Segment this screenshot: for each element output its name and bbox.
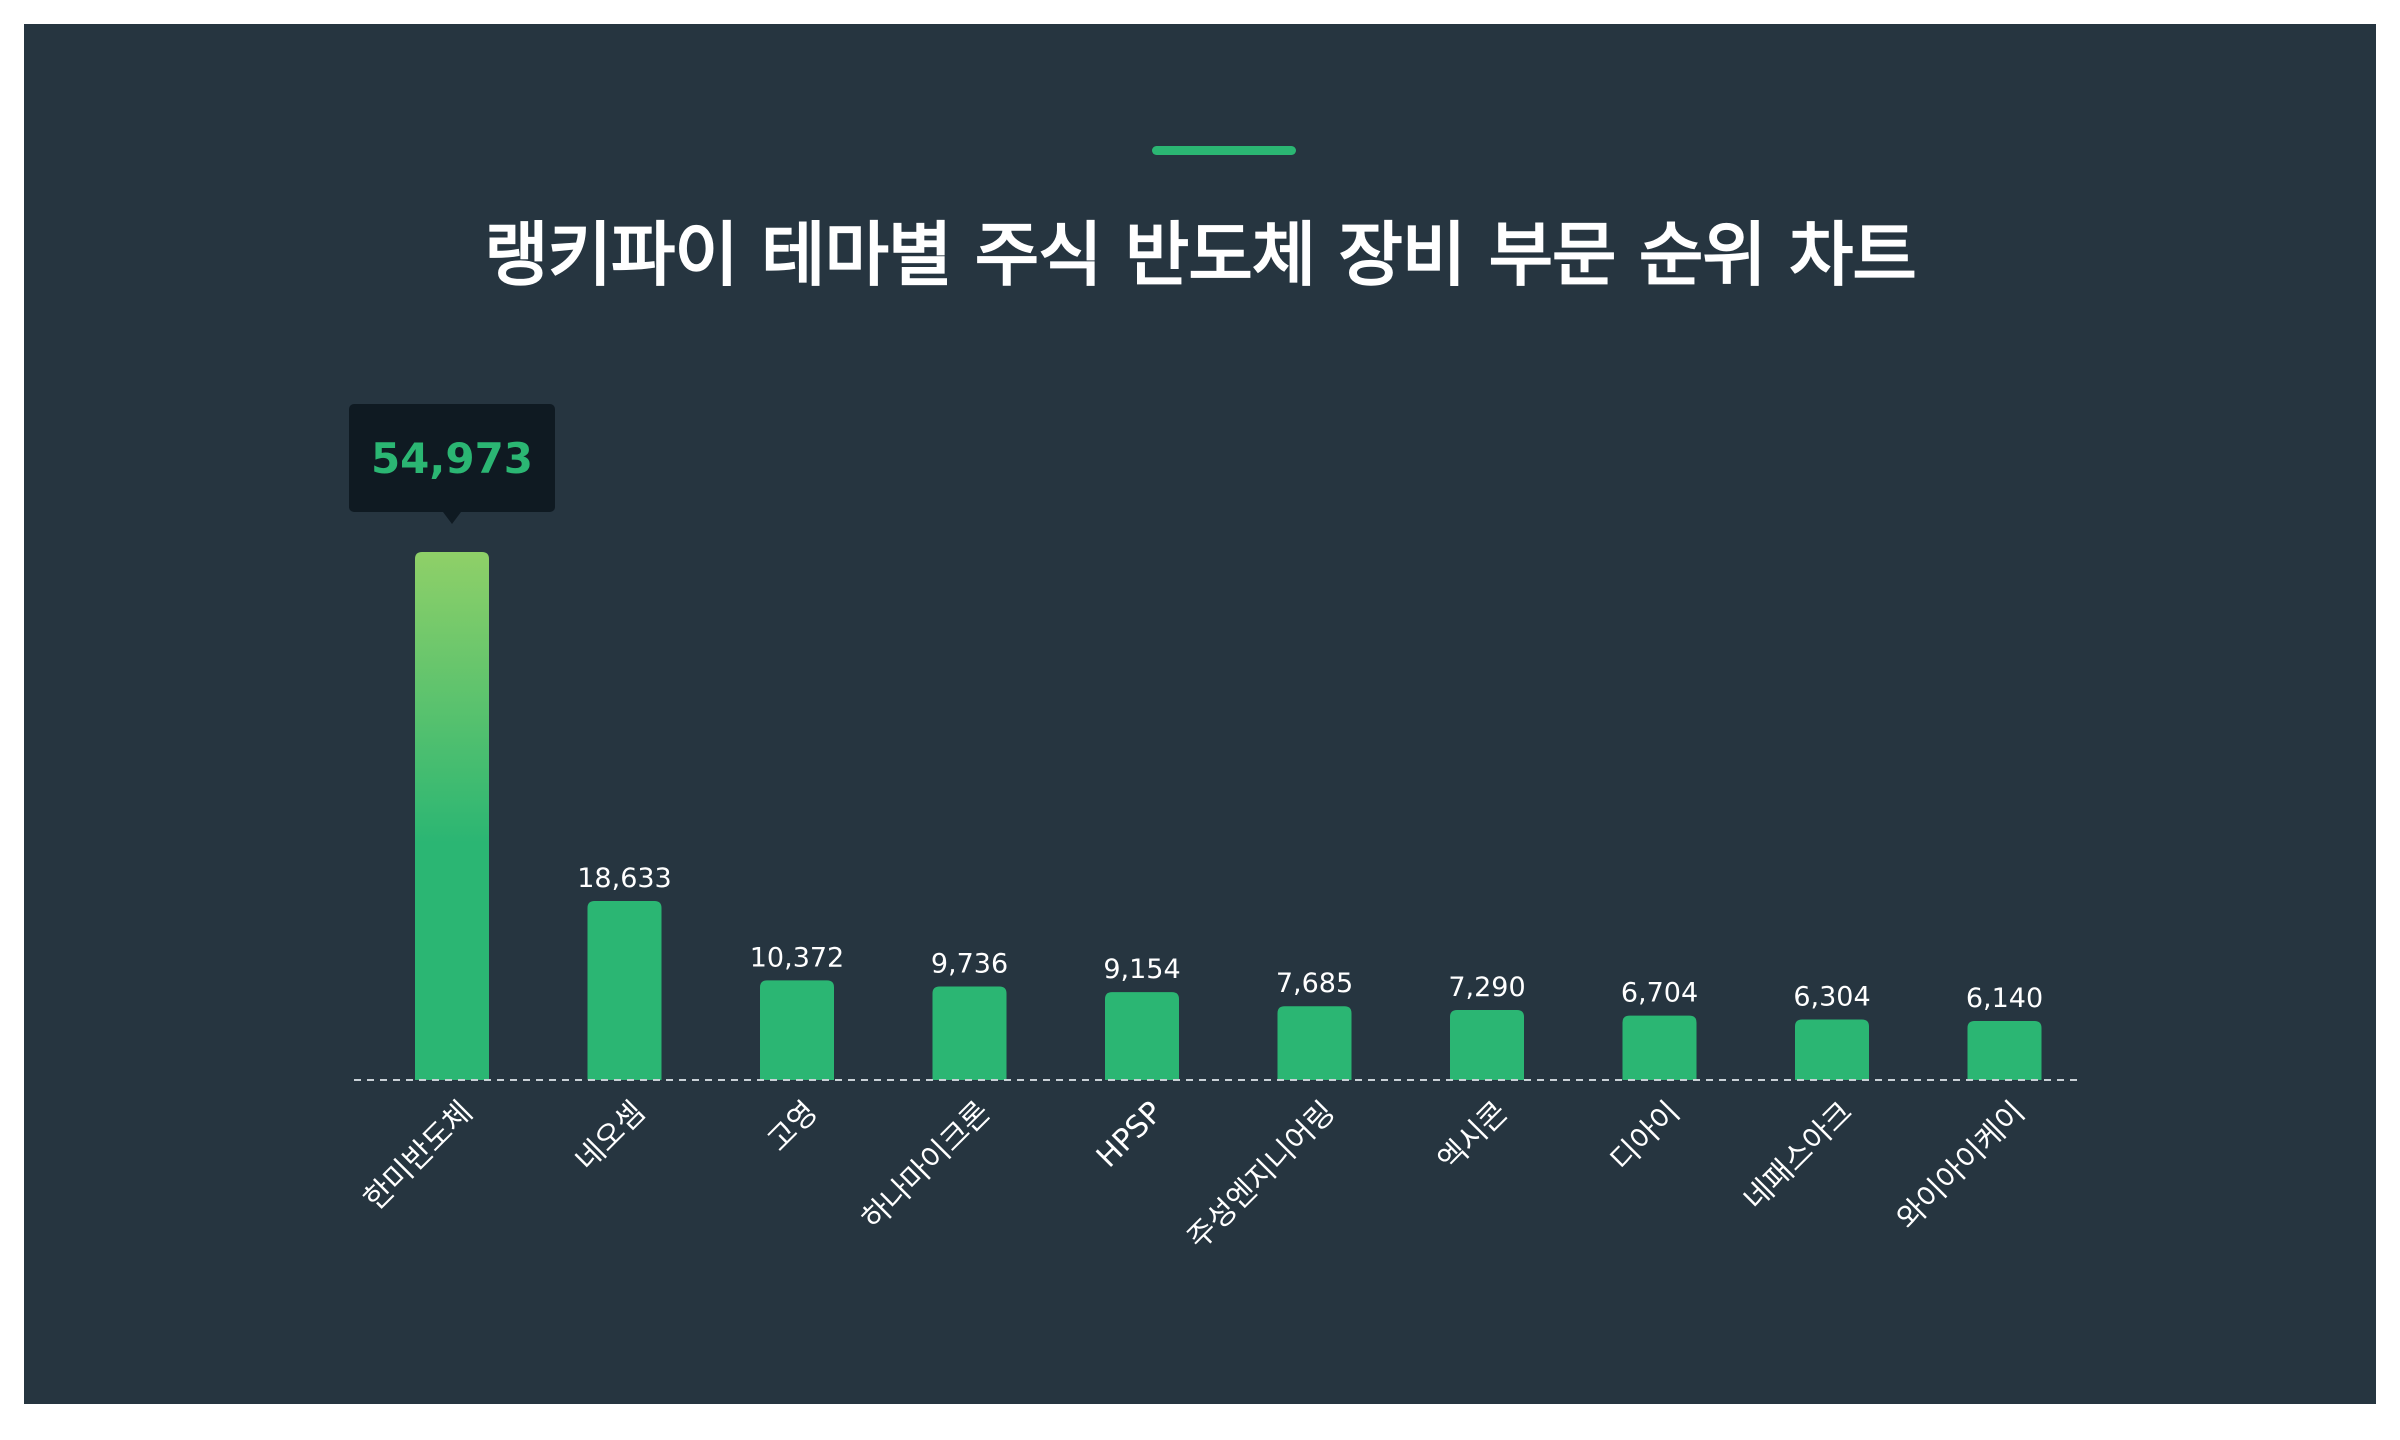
data-label-7: 7,290 [1448, 972, 1525, 1003]
category-label-5: HPSP [1090, 1095, 1170, 1175]
category-label-4: 하나마이크론 [855, 1095, 997, 1237]
data-label-4: 9,736 [931, 948, 1008, 979]
tooltip-value: 54,973 [371, 434, 533, 483]
category-label-2: 네오셈 [569, 1095, 652, 1178]
data-label-9: 6,304 [1793, 981, 1870, 1012]
bar-6 [1277, 1006, 1352, 1080]
data-label-5: 9,154 [1103, 954, 1180, 985]
tooltip-box [349, 404, 555, 512]
category-label-7: 엑시콘 [1431, 1095, 1514, 1178]
category-label-10: 와이아이케이 [1890, 1095, 2032, 1237]
bar-9 [1795, 1019, 1869, 1080]
category-label-9: 네패스아크 [1737, 1095, 1859, 1217]
title-accent-line [1152, 146, 1296, 155]
data-label-10: 6,140 [1966, 983, 2043, 1014]
data-label-2: 18,633 [577, 863, 671, 894]
chart-panel: 랭키파이 테마별 주식 반도체 장비 부문 순위 차트 한미반도체 18,633 네… [24, 24, 2376, 1404]
bar-4 [932, 986, 1007, 1080]
category-label-6: 주성엔지니어링 [1181, 1095, 1342, 1256]
bar-7 [1450, 1009, 1524, 1080]
category-label-1: 한미반도체 [357, 1095, 479, 1217]
tooltip-pointer [443, 512, 461, 524]
bar-2 [587, 901, 662, 1080]
bar-chart: 한미반도체 18,633 네오셈 10,372 고영 9,736 하나마이크론 9,154 HP… [349, 404, 2079, 1256]
bar-10 [1967, 1021, 2042, 1080]
bar-3 [760, 980, 834, 1080]
top-value-tooltip: 54,973 [349, 404, 555, 524]
chart-title: 랭키파이 테마별 주식 반도체 장비 부문 순위 차트 [484, 214, 1917, 296]
category-label-8: 디아이 [1604, 1095, 1687, 1178]
bar-5 [1105, 992, 1179, 1080]
data-label-6: 7,685 [1276, 968, 1353, 999]
category-label-3: 고영 [761, 1095, 825, 1159]
data-label-3: 10,372 [750, 942, 844, 973]
data-label-8: 6,704 [1621, 978, 1698, 1009]
bar-8 [1622, 1015, 1697, 1080]
bar-1 [415, 552, 489, 1080]
